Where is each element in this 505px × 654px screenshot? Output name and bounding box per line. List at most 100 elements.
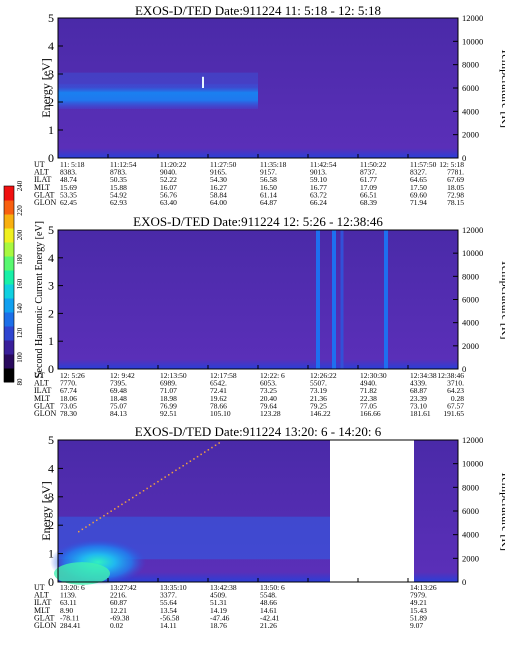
table-cell: 166.66 [360,409,381,418]
y2-axis-label: Temperature [K] [499,48,505,128]
panel-2: EXOS-D/TED Date:911224 12: 5:26 - 12:38:… [34,214,505,418]
panel-title: EXOS-D/TED Date:911224 12: 5:26 - 12:38:… [133,214,383,229]
table-cell: 17.50 [410,183,427,192]
table-cell: 9040. [160,168,177,177]
speckle [85,526,87,528]
table-cell: 63.40 [160,198,177,207]
table-cell: 92.51 [160,409,177,418]
table-row-label: ALT [34,379,49,388]
y2-tick-label: 6000 [462,295,479,305]
table-cell: 3377. [160,591,177,600]
colorbar-frame [3,185,15,383]
y2-tick-label: 8000 [462,60,479,70]
table-cell: 18.98 [160,394,177,403]
table-cell: 12:13:50 [160,371,187,380]
colorbar-segment [4,270,14,285]
table-cell: 15.43 [410,606,427,615]
y-tick-label: 2 [48,306,54,320]
table-cell: 2216. [110,591,127,600]
spike-column [332,230,336,369]
y2-tick-label: 8000 [462,271,479,281]
speckle [78,530,80,533]
y-tick-label: 4 [48,251,54,265]
speckle [168,474,170,476]
table-cell: 68.39 [360,198,377,207]
table-cell: 11:42:54 [310,160,337,169]
y-tick-label: 5 [48,433,54,447]
energy-band [58,83,258,109]
speckle [146,487,148,490]
y-tick-label: 0 [48,575,54,589]
spike-column [340,230,344,369]
table-cell: 16.77 [310,183,327,192]
colorbar-tick-label: 120 [16,327,24,338]
y-axis-label: Second Harmonic Current Energy [eV] [34,221,45,378]
table-cell: 0.28 [451,394,464,403]
speckle [128,499,130,501]
colorbar-tick-label: 200 [16,229,24,240]
panel-3: EXOS-D/TED Date:911224 13:20: 6 - 14:20:… [34,424,505,630]
speckle [110,510,112,512]
table-cell: 16.50 [260,183,277,192]
table-cell: 12:38:46 [437,371,464,380]
speckle [92,521,94,524]
bright-streak [202,76,204,88]
colorbar: 80 100 120 140 160 180 200 220 240 [3,180,24,386]
table-cell: 69.60 [410,190,427,199]
table-cell: 11: 5:18 [60,160,85,169]
table-cell: 12:30:30 [360,371,387,380]
table-cell: 8327. [410,168,427,177]
table-cell: 13:50: 6 [260,583,285,592]
colorbar-tick-label: 240 [16,180,24,191]
table-cell: 284.41 [60,621,81,630]
speckle [106,512,109,515]
table-cell: 58.84 [210,190,227,199]
speckle [142,489,145,492]
table-cell: 67.69 [447,175,464,184]
y2-tick-label: 10000 [462,36,483,46]
table-cell: 71.07 [160,386,177,395]
speckle [178,467,181,469]
table-cell: -78.11 [60,613,79,622]
table-cell: 4339. [410,379,427,388]
speckle [121,503,123,506]
table-cell: 59.10 [310,175,327,184]
table-cell: 78.30 [60,409,77,418]
speckle [99,517,102,519]
speckle [117,505,120,508]
y2-axis-label: Temperature [K] [499,259,505,339]
table-cell: 9.07 [410,621,423,630]
y2-tick-label: 12000 [462,225,483,235]
table-cell: 52.22 [160,175,177,184]
y2-axis-label: Temperature [K] [499,471,505,551]
table-cell: -69.38 [110,613,130,622]
table-cell: 63.11 [60,598,77,607]
speckle [150,485,152,487]
table-cell: 13:27:42 [110,583,137,592]
colorbar-segment [4,298,14,313]
table-cell: 23.39 [410,394,427,403]
colorbar-segment [4,340,14,355]
speckle [132,496,134,499]
table-cell: 7395. [110,379,127,388]
table-cell: 64.65 [410,175,427,184]
table-cell: 69.48 [110,386,127,395]
table-cell: 19.62 [210,394,227,403]
spike-column [316,230,320,369]
table-cell: 55.64 [160,598,177,607]
speckle [164,476,166,478]
speckle [139,492,141,494]
table-cell: 11:57:50 [410,160,437,169]
table-cell: 123.28 [260,409,281,418]
panel-title: EXOS-D/TED Date:911224 11: 5:18 - 12: 5:… [135,3,381,18]
colorbar-segment [4,368,14,383]
y2-tick-label: 4000 [462,530,479,540]
y2-tick-label: 8000 [462,482,479,492]
table-cell: 0.02 [110,621,123,630]
colorbar-segment [4,228,14,243]
table-cell: 1139. [60,591,77,600]
colorbar-tick-label: 140 [16,303,24,314]
table-cell: 71.94 [410,198,427,207]
y-tick-label: 3 [48,490,54,504]
y-axis-label: Energy [eV] [39,58,53,117]
